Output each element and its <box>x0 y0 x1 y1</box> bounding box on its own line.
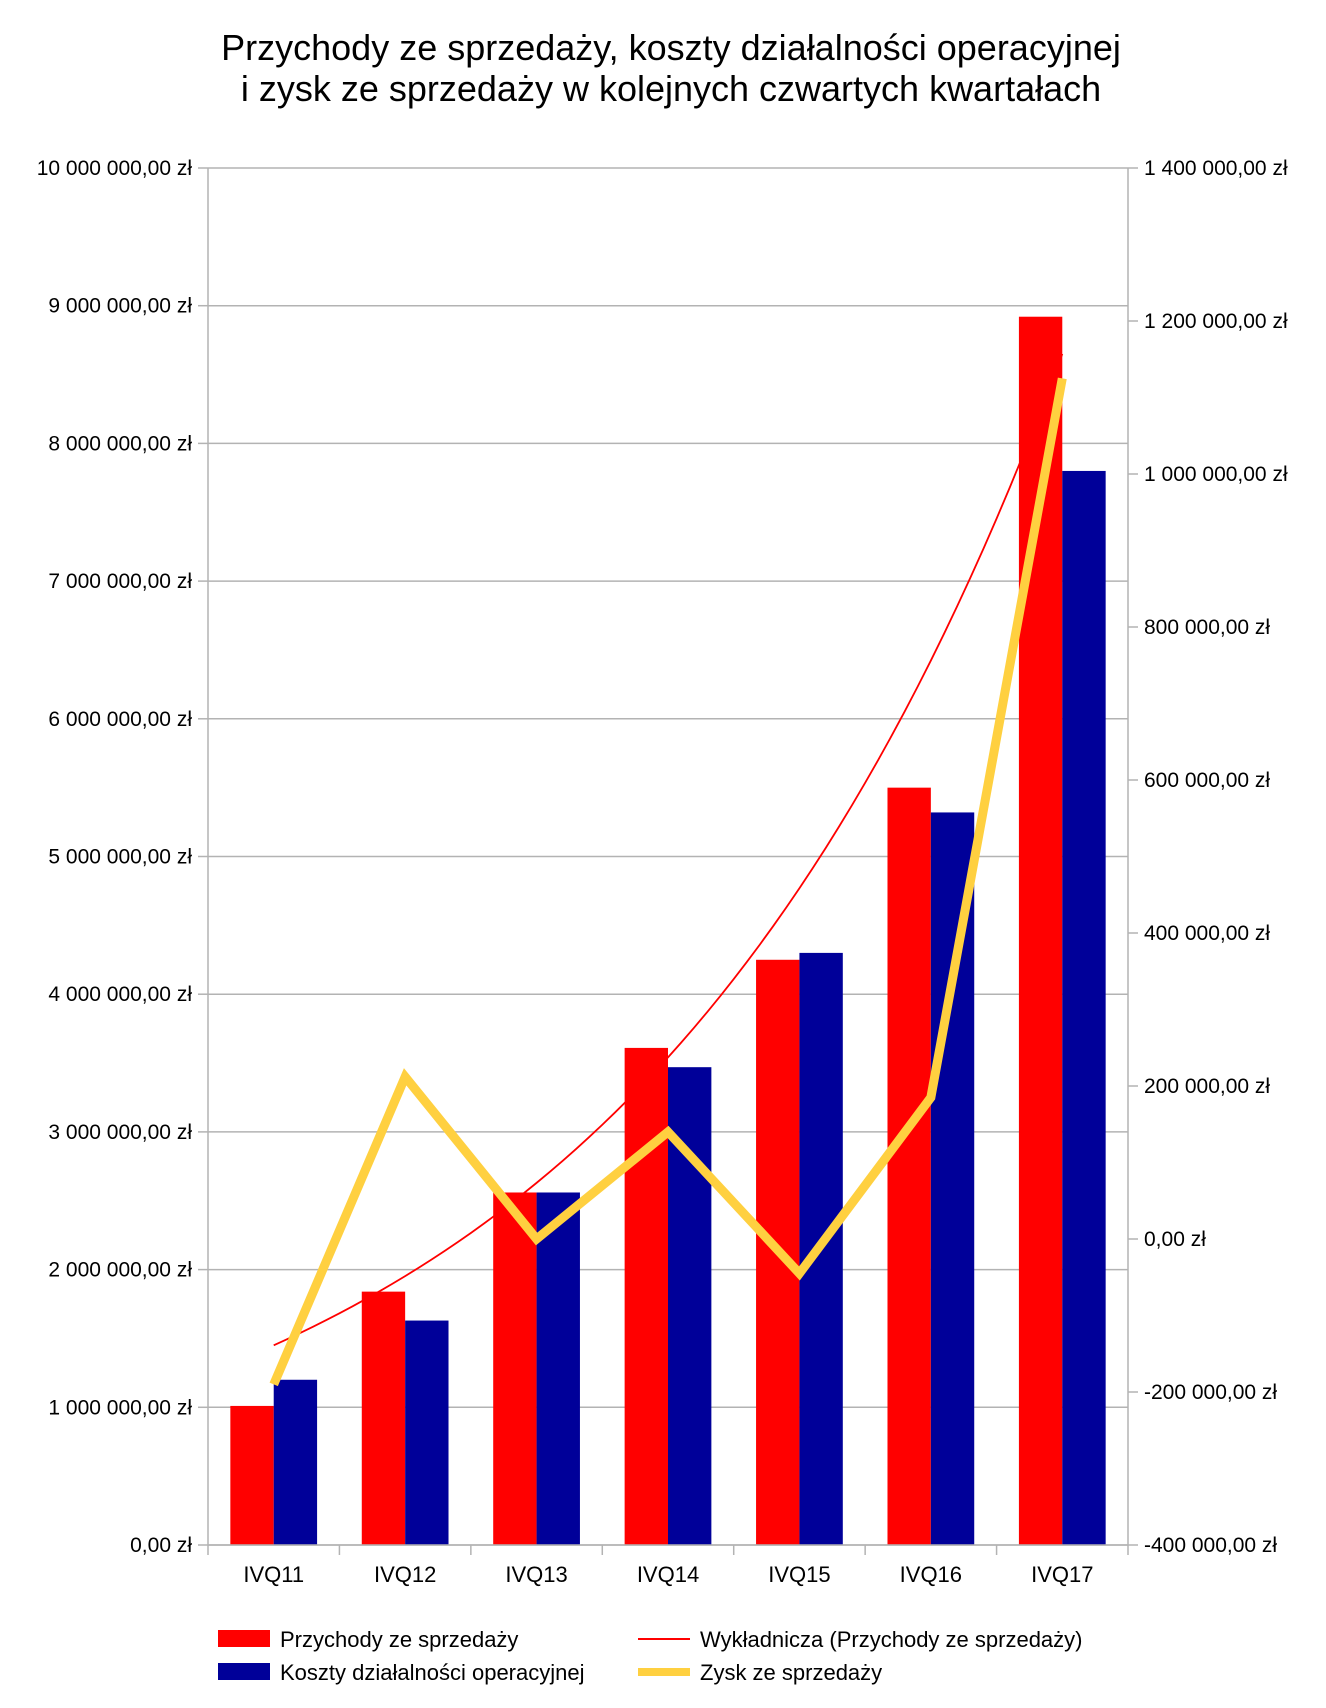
left-tick-label: 5 000 000,00 zł <box>48 846 192 869</box>
right-tick-label: 800 000,00 zł <box>1144 616 1270 639</box>
x-tick-label: IVQ17 <box>1031 1562 1093 1587</box>
bar-costs <box>1062 470 1106 1546</box>
legend: Przychody ze sprzedaży Wykładnicza (Przy… <box>218 1627 1083 1685</box>
trendline <box>273 353 1064 1347</box>
right-tick-label: 1 000 000,00 zł <box>1144 463 1288 486</box>
left-tick-label: 1 000 000,00 zł <box>48 1396 192 1419</box>
x-axis: IVQ11 IVQ12 IVQ13 IVQ14 IVQ15 IVQ16 IVQ17 <box>207 1545 1129 1587</box>
legend-swatch-revenue <box>218 1630 270 1647</box>
profit-polyline <box>269 377 1067 1387</box>
left-tick-label: 8 000 000,00 zł <box>48 432 192 455</box>
right-axis: -400 000,00 zł -200 000,00 zł 0,00 zł 200 0… <box>1128 157 1288 1557</box>
bar-revenue <box>230 1405 274 1545</box>
right-tick-label: 0,00 zł <box>1144 1228 1206 1251</box>
x-tick-label: IVQ15 <box>768 1562 830 1587</box>
right-tick-label: 200 000,00 zł <box>1144 1075 1270 1098</box>
left-tick-label: 4 000 000,00 zł <box>48 983 192 1006</box>
x-tick-label: IVQ14 <box>637 1562 699 1587</box>
left-tick-label: 10 000 000,00 zł <box>37 157 193 180</box>
left-tick-label: 9 000 000,00 zł <box>48 295 192 318</box>
x-tick-label: IVQ13 <box>505 1562 567 1587</box>
right-tick-label: -200 000,00 zł <box>1144 1381 1277 1404</box>
grid-lines <box>208 167 1128 1546</box>
plot-frame <box>207 168 1129 1546</box>
left-tick-label: 3 000 000,00 zł <box>48 1121 192 1144</box>
right-tick-label: 1 400 000,00 zł <box>1144 157 1288 180</box>
bar-costs <box>536 1192 580 1545</box>
left-tick-label: 2 000 000,00 zł <box>48 1259 192 1282</box>
bars <box>230 316 1106 1546</box>
legend-label-costs: Koszty działalności operacyjnej <box>280 1660 585 1685</box>
bar-revenue <box>887 787 931 1545</box>
right-tick-label: 400 000,00 zł <box>1144 922 1270 945</box>
trendline-curve <box>273 353 1064 1347</box>
left-tick-label: 6 000 000,00 zł <box>48 708 192 731</box>
x-tick-label: IVQ11 <box>243 1562 304 1587</box>
right-tick-label: 1 200 000,00 zł <box>1144 310 1288 333</box>
left-tick-label: 7 000 000,00 zł <box>48 570 192 593</box>
x-tick-label: IVQ12 <box>374 1562 436 1587</box>
bar-costs <box>668 1067 712 1545</box>
bar-revenue <box>361 1291 406 1545</box>
right-tick-label: -400 000,00 zł <box>1144 1534 1277 1557</box>
legend-label-revenue: Przychody ze sprzedaży <box>280 1627 518 1652</box>
left-axis: 0,00 zł 1 000 000,00 zł 2 000 000,00 zł 3 0… <box>37 157 208 1557</box>
profit-line <box>269 377 1067 1387</box>
right-tick-label: 600 000,00 zł <box>1144 769 1270 792</box>
chart-title-line-1: Przychody ze sprzedaży, koszty działalno… <box>221 27 1121 68</box>
chart-title-line-2: i zysk ze sprzedaży w kolejnych czwartyc… <box>241 68 1101 109</box>
legend-swatch-costs <box>218 1663 270 1680</box>
left-tick-label: 0,00 zł <box>130 1534 192 1557</box>
bar-costs <box>273 1379 318 1545</box>
bar-costs <box>405 1320 449 1545</box>
bar-costs <box>930 812 975 1545</box>
bar-revenue <box>493 1192 537 1545</box>
bar-revenue <box>624 1047 668 1545</box>
legend-label-profit: Zysk ze sprzedaży <box>700 1660 882 1685</box>
x-tick-label: IVQ16 <box>900 1562 962 1587</box>
legend-label-trendline: Wykładnicza (Przychody ze sprzedaży) <box>700 1627 1083 1652</box>
